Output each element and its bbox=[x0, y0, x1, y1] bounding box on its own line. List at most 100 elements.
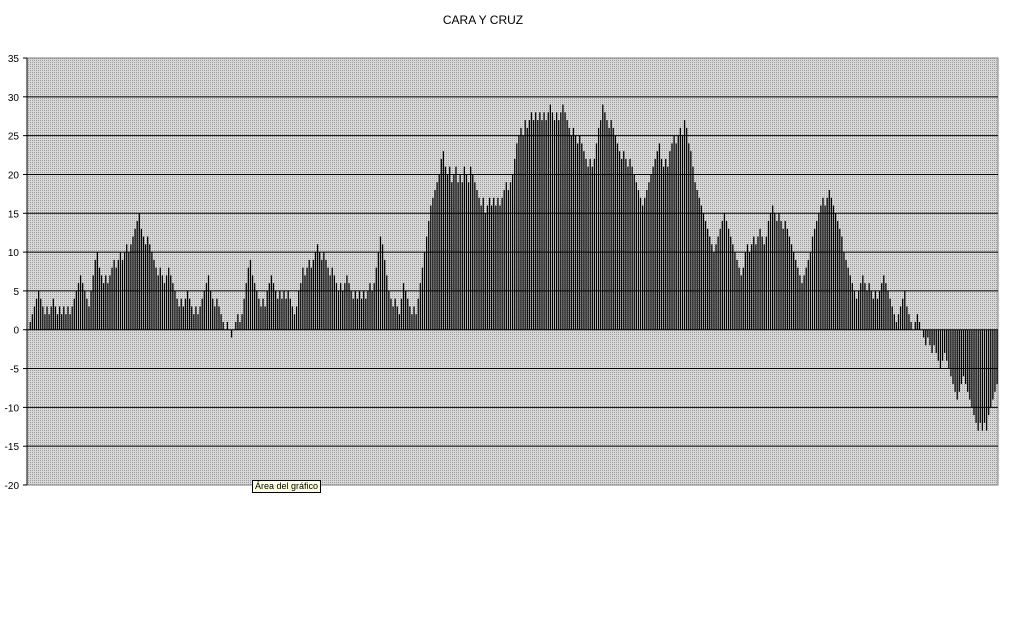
bar bbox=[845, 259, 847, 330]
bar bbox=[478, 197, 480, 330]
bar bbox=[79, 275, 82, 330]
bar bbox=[742, 267, 744, 330]
bar bbox=[692, 166, 694, 330]
bar bbox=[656, 151, 658, 330]
bar bbox=[434, 189, 436, 330]
bar bbox=[711, 244, 713, 330]
bar bbox=[694, 182, 696, 330]
bar bbox=[61, 314, 63, 330]
bar bbox=[839, 228, 841, 330]
bar bbox=[895, 321, 898, 330]
bar bbox=[543, 112, 545, 330]
bar bbox=[597, 127, 600, 330]
bar bbox=[209, 290, 212, 330]
bar bbox=[480, 205, 482, 330]
bar bbox=[54, 306, 57, 330]
bar bbox=[981, 329, 984, 431]
bar bbox=[721, 221, 723, 330]
bar bbox=[501, 197, 503, 330]
bar bbox=[736, 259, 738, 330]
bar bbox=[417, 298, 419, 330]
bar bbox=[446, 174, 449, 330]
bar bbox=[650, 174, 652, 330]
bar bbox=[63, 306, 65, 330]
bar bbox=[495, 205, 497, 330]
bar bbox=[698, 197, 700, 330]
bar bbox=[222, 321, 224, 330]
bar bbox=[333, 275, 335, 330]
bar bbox=[683, 120, 686, 330]
bar bbox=[459, 174, 461, 330]
bar bbox=[218, 306, 220, 330]
bar bbox=[369, 283, 371, 330]
bar bbox=[677, 135, 679, 330]
bar bbox=[834, 213, 837, 330]
y-tick-label: 20 bbox=[8, 170, 20, 181]
bar bbox=[144, 244, 147, 330]
bar bbox=[734, 252, 736, 330]
bar bbox=[293, 314, 296, 330]
bar bbox=[342, 290, 344, 330]
bar bbox=[545, 120, 547, 330]
bar bbox=[65, 314, 67, 330]
bar bbox=[551, 112, 554, 330]
bar bbox=[266, 290, 268, 330]
bar bbox=[228, 329, 231, 331]
bar bbox=[507, 189, 510, 330]
bar bbox=[449, 166, 451, 330]
bar bbox=[153, 259, 155, 330]
bar bbox=[629, 158, 631, 330]
y-tick-label: 30 bbox=[8, 93, 20, 104]
bar bbox=[442, 151, 445, 330]
bar bbox=[484, 213, 486, 330]
bar bbox=[463, 166, 465, 330]
bar bbox=[954, 329, 956, 392]
bar bbox=[709, 236, 711, 330]
bar bbox=[528, 120, 531, 330]
bar bbox=[803, 275, 805, 330]
bar bbox=[405, 290, 407, 330]
bar bbox=[516, 143, 518, 330]
bar bbox=[725, 221, 728, 330]
bar bbox=[325, 259, 327, 330]
bar bbox=[761, 236, 763, 330]
bar bbox=[277, 298, 279, 330]
bar bbox=[38, 290, 40, 330]
y-tick-label: -10 bbox=[5, 403, 20, 414]
bar bbox=[428, 221, 430, 330]
bar bbox=[983, 329, 986, 423]
bar bbox=[184, 298, 187, 330]
bar bbox=[526, 127, 528, 330]
bar bbox=[994, 329, 996, 392]
bar bbox=[608, 127, 610, 330]
bar bbox=[717, 236, 719, 330]
bar bbox=[774, 213, 776, 330]
bar bbox=[50, 306, 52, 330]
bar bbox=[321, 259, 323, 330]
bar bbox=[570, 135, 572, 330]
bar bbox=[147, 236, 149, 330]
bar bbox=[159, 267, 161, 330]
bar bbox=[746, 244, 749, 330]
bar bbox=[436, 182, 438, 330]
bar bbox=[35, 298, 38, 330]
bar bbox=[767, 221, 770, 330]
bar bbox=[289, 298, 291, 330]
y-tick-label: -20 bbox=[5, 481, 20, 492]
bar bbox=[304, 275, 306, 330]
bar bbox=[868, 283, 870, 330]
bar bbox=[201, 298, 203, 330]
bar bbox=[730, 236, 732, 330]
bar bbox=[574, 135, 577, 330]
bar bbox=[686, 127, 688, 330]
bar bbox=[797, 267, 799, 330]
bar bbox=[618, 151, 621, 330]
bar bbox=[950, 329, 952, 377]
bar bbox=[811, 236, 814, 330]
bar bbox=[216, 298, 218, 330]
bar bbox=[503, 189, 505, 330]
bar bbox=[864, 283, 866, 330]
bar bbox=[268, 283, 270, 330]
bar bbox=[891, 306, 893, 330]
